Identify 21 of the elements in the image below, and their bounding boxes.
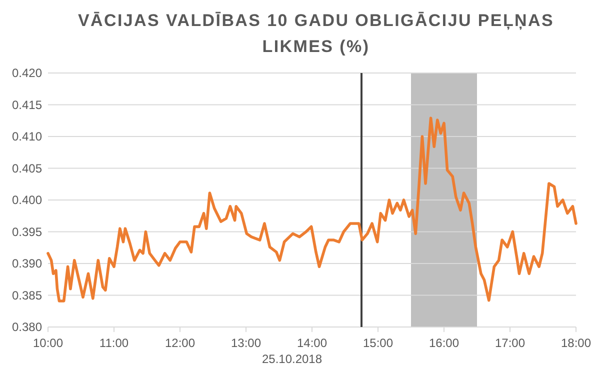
y-tick-label: 0.410 — [12, 130, 42, 144]
x-tick-label: 18:00 — [560, 336, 592, 350]
line-series — [46, 116, 578, 302]
y-tick-label: 0.400 — [12, 193, 42, 208]
y-tick-label: 0.395 — [12, 224, 42, 239]
y-tick-label: 0.405 — [12, 161, 42, 176]
x-tick-label: 12:00 — [164, 336, 196, 350]
x-tick-label: 15:00 — [362, 336, 394, 350]
x-tick-label: 17:00 — [494, 336, 526, 350]
chart-title: VĀCIJAS VALDĪBAS 10 GADU OBLIGĀCIJU PEĻŅAS LIKMES (%) — [78, 11, 554, 56]
y-tick-label: 0.420 — [12, 66, 42, 80]
x-tick-label: 13:00 — [230, 336, 262, 350]
y-tick-label: 0.390 — [12, 256, 42, 271]
y-tick-label: 0.385 — [12, 288, 42, 302]
y-tick-label: 0.380 — [12, 320, 42, 334]
x-tick-label: 10:00 — [32, 336, 64, 350]
y-tick-label: 0.415 — [12, 98, 42, 112]
x-tick-label: 11:00 — [99, 336, 129, 350]
x-tick-label: 16:00 — [428, 336, 460, 350]
x-tick-label: 14:00 — [296, 336, 328, 350]
x-axis-title: 25.10.2018 — [262, 352, 322, 366]
